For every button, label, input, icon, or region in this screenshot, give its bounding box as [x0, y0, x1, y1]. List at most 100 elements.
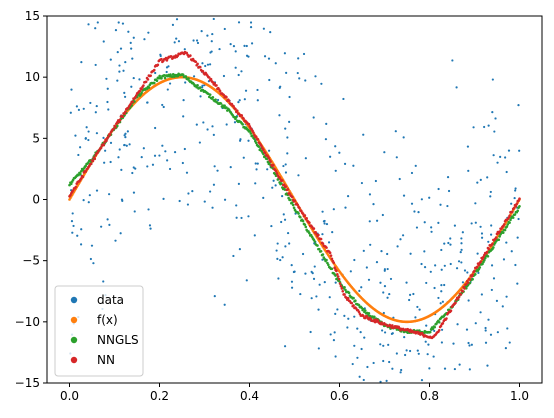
data-point	[254, 182, 257, 185]
data-point	[403, 336, 406, 339]
data-point	[102, 280, 105, 283]
curve-point	[144, 80, 148, 84]
curve-point	[214, 98, 217, 101]
curve-point	[79, 172, 82, 176]
data-point	[166, 88, 169, 91]
data-point	[353, 344, 356, 347]
curve-point	[142, 84, 145, 87]
data-point	[128, 143, 131, 146]
data-point	[275, 249, 278, 252]
data-point	[334, 169, 337, 172]
data-point	[262, 196, 265, 199]
data-point	[346, 326, 349, 329]
data-point	[333, 331, 336, 334]
data-point	[433, 329, 436, 332]
data-point	[281, 195, 284, 198]
series-nn	[68, 50, 521, 340]
data-point	[477, 271, 480, 274]
data-point	[385, 379, 388, 382]
data-point	[476, 181, 479, 184]
data-point	[417, 352, 420, 355]
data-point	[325, 222, 329, 226]
data-point	[334, 145, 337, 148]
data-point	[202, 121, 205, 124]
curve-point	[327, 263, 330, 267]
curve-point	[305, 216, 308, 220]
data-point	[161, 103, 164, 107]
data-point	[165, 70, 168, 74]
data-point	[501, 305, 504, 308]
data-point	[76, 234, 79, 237]
curve-point	[96, 151, 99, 155]
curve-point	[291, 203, 295, 207]
data-point	[195, 39, 199, 42]
data-point	[118, 70, 121, 73]
data-point	[212, 17, 215, 21]
data-point	[181, 161, 184, 165]
data-point	[209, 51, 212, 54]
data-point	[408, 298, 411, 302]
curve-point	[274, 169, 278, 173]
data-point	[268, 78, 271, 82]
data-point	[437, 296, 440, 300]
data-point	[118, 64, 121, 67]
curve-point	[147, 86, 151, 89]
curve-point	[437, 328, 441, 332]
curve-point	[492, 246, 495, 249]
curve-point	[123, 112, 126, 115]
curve-point	[124, 110, 127, 114]
data-point	[409, 252, 412, 255]
series-nngls	[68, 72, 521, 335]
data-point	[186, 203, 190, 206]
data-point	[232, 254, 235, 258]
data-point	[440, 341, 443, 344]
data-point	[312, 116, 315, 119]
data-point	[168, 167, 172, 171]
data-point	[69, 111, 72, 114]
data-point	[108, 193, 111, 196]
data-point	[199, 95, 202, 98]
data-point	[343, 162, 347, 165]
data-point	[504, 347, 507, 350]
curve-point	[158, 74, 161, 78]
data-point	[211, 125, 214, 128]
data-point	[386, 252, 389, 256]
data-point	[467, 299, 470, 302]
data-point	[439, 302, 442, 305]
data-point	[466, 145, 470, 148]
curve-point	[215, 84, 218, 87]
data-point	[487, 124, 490, 127]
data-point	[388, 360, 391, 364]
data-point	[346, 195, 350, 198]
data-point	[130, 85, 133, 88]
y-tick-label: 10	[25, 70, 40, 84]
data-point	[347, 317, 350, 320]
data-point	[286, 136, 289, 139]
data-point	[372, 361, 375, 365]
curve-point	[278, 176, 281, 179]
curve-point	[497, 238, 501, 241]
curve-point	[240, 114, 244, 117]
data-point	[420, 198, 423, 201]
curve-point	[508, 214, 511, 218]
data-point	[132, 36, 135, 39]
curve-point	[254, 141, 258, 145]
data-point	[429, 270, 432, 273]
curve-point	[213, 81, 216, 85]
data-point	[182, 99, 185, 102]
data-point	[184, 81, 187, 84]
data-point	[360, 347, 363, 351]
data-point	[270, 224, 273, 228]
data-point	[423, 250, 426, 253]
data-point	[282, 164, 285, 168]
data-point	[192, 39, 195, 42]
data-point	[79, 146, 82, 149]
data-point	[344, 206, 347, 209]
data-point	[468, 344, 471, 347]
curve-point	[237, 112, 241, 116]
curve-point	[344, 288, 347, 292]
curve-point	[463, 287, 466, 290]
data-point	[493, 130, 496, 133]
curve-point	[209, 77, 213, 81]
data-point	[381, 329, 384, 332]
